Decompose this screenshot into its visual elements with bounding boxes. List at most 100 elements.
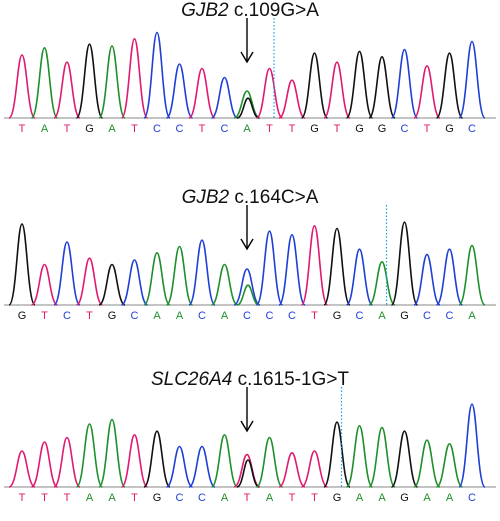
peak-T: [233, 453, 261, 488]
peak-G: [390, 430, 419, 488]
panel-2-gene: GJB2: [181, 187, 230, 208]
base-label: G: [153, 492, 162, 504]
base-label: A: [446, 492, 454, 504]
base-label: T: [244, 492, 251, 504]
peak-A: [165, 245, 194, 306]
base-label: C: [243, 310, 251, 322]
peak-A: [98, 418, 126, 488]
base-label: A: [86, 492, 94, 504]
peak-T: [323, 61, 351, 119]
base-label: A: [378, 310, 386, 322]
peak-G: [368, 56, 396, 119]
base-label: C: [131, 310, 139, 322]
base-label: T: [19, 492, 26, 504]
base-label: G: [310, 123, 319, 135]
base-label: C: [153, 123, 161, 135]
peak-A: [30, 47, 59, 119]
base-label: G: [85, 123, 94, 135]
peak-A: [143, 252, 171, 306]
base-label: C: [446, 310, 454, 322]
peak-C: [458, 403, 486, 488]
peak-T: [8, 450, 36, 488]
base-label: T: [41, 310, 48, 322]
base-label: A: [243, 123, 251, 135]
base-label: T: [41, 492, 48, 504]
peak-T: [53, 61, 81, 119]
base-label: T: [311, 492, 318, 504]
peak-G: [300, 52, 329, 119]
peak-G: [435, 52, 464, 119]
peak-A: [435, 443, 464, 488]
base-label: G: [445, 123, 454, 135]
base-label: T: [424, 123, 431, 135]
panel-3-title: SLC26A4 c.1615-1G>T: [0, 369, 500, 391]
base-label: G: [400, 492, 409, 504]
peak-T: [8, 54, 36, 119]
peak-T: [30, 441, 59, 488]
het-peak-A: [236, 284, 260, 306]
base-label: T: [131, 492, 138, 504]
base-label: C: [356, 310, 364, 322]
base-label: C: [176, 492, 184, 504]
peak-T: [300, 225, 329, 306]
base-label: A: [356, 492, 364, 504]
base-label: G: [108, 310, 117, 322]
peak-T: [278, 452, 306, 488]
base-label: T: [199, 123, 206, 135]
base-label: A: [468, 310, 476, 322]
base-label: A: [266, 492, 274, 504]
base-label: A: [153, 310, 161, 322]
base-label: G: [400, 310, 409, 322]
base-label: T: [131, 123, 138, 135]
peak-C: [165, 63, 194, 119]
peak-C: [120, 259, 149, 306]
base-label: C: [468, 123, 476, 135]
peak-C: [458, 40, 486, 119]
peak-C: [53, 241, 81, 306]
base-label: A: [108, 492, 116, 504]
base-label: G: [18, 310, 27, 322]
peak-T: [413, 65, 441, 119]
panel-1-gene: GJB2: [181, 0, 229, 21]
peak-T: [31, 263, 58, 306]
peak-G: [75, 43, 104, 119]
peak-C: [413, 253, 441, 306]
base-label: A: [176, 310, 184, 322]
base-label: T: [311, 310, 318, 322]
base-label: A: [378, 492, 386, 504]
peak-T: [120, 434, 149, 488]
base-label: C: [266, 310, 274, 322]
base-label: C: [401, 123, 409, 135]
peak-C: [188, 239, 216, 306]
base-label: C: [63, 310, 71, 322]
base-label: A: [221, 310, 229, 322]
peak-C: [390, 48, 419, 119]
peak-G: [323, 227, 351, 306]
variant-arrow-head: [240, 238, 254, 251]
peak-T: [255, 67, 284, 119]
peak-A: [368, 426, 396, 488]
peak-A: [98, 45, 126, 119]
peak-T: [53, 436, 81, 488]
peak-A: [255, 436, 284, 488]
base-label: C: [468, 492, 476, 504]
peak-A: [211, 263, 238, 306]
peak-C: [255, 230, 284, 306]
peak-C: [211, 76, 238, 119]
peak-A: [210, 434, 239, 488]
peak-G: [390, 221, 419, 306]
peak-G: [8, 223, 36, 306]
peak-A: [458, 244, 486, 306]
base-label: T: [334, 123, 341, 135]
base-label: C: [423, 310, 431, 322]
panel-3-gene: SLC26A4: [150, 369, 233, 390]
base-label: A: [221, 492, 229, 504]
panel-2-title: GJB2 c.164C>A: [0, 187, 500, 209]
peak-A: [368, 261, 396, 306]
base-label: G: [333, 492, 342, 504]
peak-T: [301, 450, 328, 488]
base-label: G: [355, 123, 364, 135]
peak-T: [75, 257, 104, 306]
